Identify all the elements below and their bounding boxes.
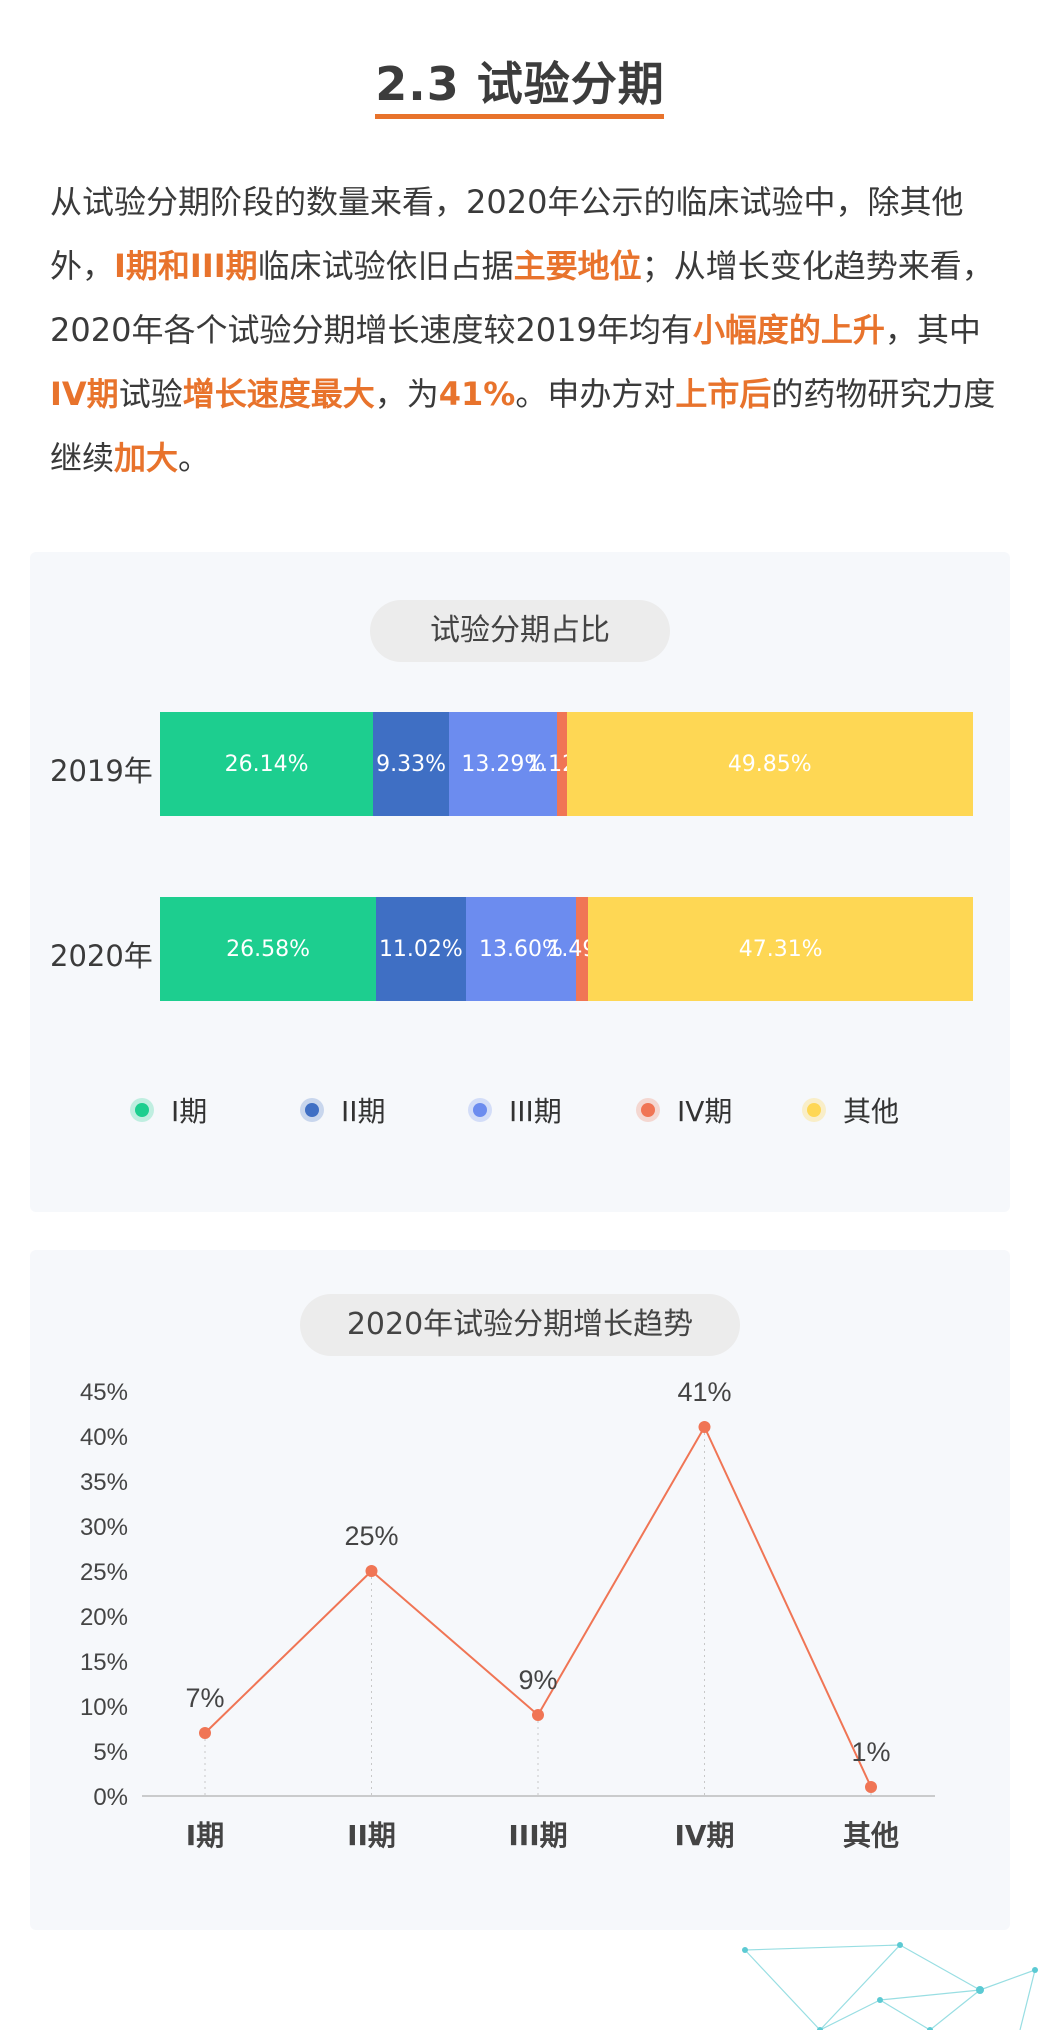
bar-segment: 49.85% — [566, 712, 973, 816]
data-point — [698, 1421, 711, 1433]
data-point — [365, 1565, 378, 1577]
data-label: 1% — [851, 1737, 890, 1767]
bar-segment-label: 47.31% — [738, 936, 823, 962]
bar-segment: 26.58% — [160, 897, 377, 1001]
intro-highlight: IV期 — [50, 375, 119, 413]
x-tick-label: II期 — [347, 1819, 396, 1852]
intro-text: 从试验分期阶段的数量来看，2020年公示的临床试验中，除其他外， — [50, 183, 964, 285]
bar-segment-label: 11.02% — [378, 936, 463, 962]
bar-segment: 13.29% — [449, 712, 558, 816]
legend-dot-icon — [473, 1103, 487, 1117]
intro-highlight: 加大 — [114, 439, 179, 477]
bar-segment: 11.02% — [376, 897, 466, 1001]
bar-segment-label: 13.29% — [461, 751, 546, 777]
data-label: 41% — [677, 1377, 731, 1407]
bar-row-label: 2019年 — [50, 754, 153, 788]
stacked-bar-title: 试验分期占比 — [370, 600, 670, 662]
y-tick-label: 25% — [80, 1559, 128, 1586]
intro-highlight: 小幅度的上升 — [692, 311, 885, 349]
stacked-bar-2020: 26.58% 11.02% 13.60% 1.49% 47.31% — [160, 897, 973, 1001]
legend-item-ii: II期 — [305, 1090, 386, 1130]
intro-highlight: 41% — [438, 375, 516, 413]
bar-segment-label: 26.58% — [226, 936, 310, 962]
data-label: 25% — [344, 1521, 398, 1551]
intro-text: 的药物研究力度继续 — [50, 375, 996, 477]
y-tick-label: 20% — [80, 1604, 128, 1631]
x-tick-label: IV期 — [674, 1819, 734, 1852]
intro-text: 临床试验依旧占据 — [257, 247, 514, 285]
x-tick-label: III期 — [508, 1819, 567, 1852]
bar-segment: 13.60% — [465, 897, 577, 1001]
intro-text: 试验 — [118, 375, 183, 413]
intro-highlight: 增长速度最大 — [182, 375, 375, 413]
legend-item-other: 其他 — [807, 1090, 899, 1130]
legend-dot-icon — [641, 1103, 655, 1117]
legend-label: I期 — [171, 1095, 208, 1128]
legend-label: IV期 — [677, 1095, 733, 1128]
legend-label: II期 — [341, 1095, 386, 1128]
network-decoration-icon — [742, 1942, 1038, 2030]
intro-highlight: 主要地位 — [513, 247, 642, 285]
data-label: 7% — [185, 1683, 224, 1713]
y-tick-label: 35% — [80, 1469, 128, 1496]
intro-text: ；从增长变化趋势来看，2020年各个试验分期增长速度较2019年均有 — [50, 247, 994, 349]
line-chart-panel — [30, 1250, 1010, 1930]
chart-legend: I期 II期 III期 IV期 其他 — [0, 1090, 1040, 1130]
y-tick-label: 30% — [80, 1514, 128, 1541]
y-tick-label: 15% — [80, 1649, 128, 1676]
intro-paragraph: 从试验分期阶段的数量来看，2020年公示的临床试验中，除其他外，Ⅰ期和III期临… — [50, 170, 1000, 490]
legend-item-i: I期 — [135, 1090, 207, 1130]
data-point — [532, 1709, 544, 1721]
data-label: 9% — [518, 1665, 557, 1695]
y-tick-label: 45% — [80, 1379, 128, 1406]
legend-item-iv: IV期 — [641, 1090, 732, 1130]
bar-segment: 47.31% — [588, 897, 973, 1001]
legend-dot-icon — [135, 1103, 149, 1117]
bar-segment: 26.14% — [160, 712, 374, 816]
legend-dot-icon — [305, 1103, 319, 1117]
bar-segment-label: 26.14% — [224, 751, 309, 777]
x-tick-label: I期 — [186, 1819, 224, 1852]
bar-row-label: 2020年 — [50, 939, 153, 973]
legend-item-iii: III期 — [473, 1090, 562, 1130]
stacked-bar-panel — [30, 552, 1010, 1212]
bar-segment-label: 13.60% — [479, 936, 563, 962]
y-tick-label: 5% — [93, 1739, 128, 1766]
bar-segment: 9.33% — [373, 712, 450, 816]
bar-segment-label: 9.33% — [376, 751, 447, 777]
data-point — [199, 1727, 211, 1739]
data-point — [865, 1781, 877, 1793]
intro-highlight: Ⅰ期和III期 — [114, 247, 258, 285]
intro-highlight: 上市后 — [675, 375, 772, 413]
y-tick-label: 0% — [93, 1784, 128, 1811]
x-tick-label: 其他 — [843, 1819, 899, 1852]
line-chart-title: 2020年试验分期增长趋势 — [300, 1294, 740, 1356]
title-underline — [375, 114, 664, 119]
legend-label: III期 — [509, 1095, 562, 1128]
stacked-bar-2019: 26.14% 9.33% 13.29% 1.12% 49.85% — [160, 712, 973, 816]
intro-text: ，其中 — [884, 311, 981, 349]
legend-label: 其他 — [843, 1095, 900, 1128]
intro-text: 。申办方对 — [515, 375, 676, 413]
legend-dot-icon — [807, 1103, 821, 1117]
intro-text: ，为 — [374, 375, 439, 413]
intro-text: 。 — [178, 439, 211, 477]
bar-segment-label: 49.85% — [727, 751, 812, 777]
page-title: 2.3 试验分期 — [375, 57, 665, 111]
y-tick-label: 10% — [80, 1694, 128, 1721]
y-tick-label: 40% — [80, 1424, 128, 1451]
